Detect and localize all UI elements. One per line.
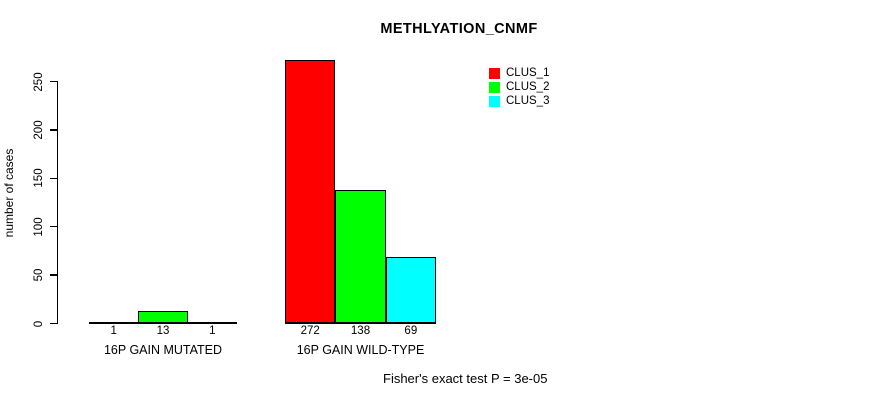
- bar-clus_2-group2: [335, 189, 386, 324]
- bar-value-label: 13: [156, 325, 170, 337]
- bar-value-label: 69: [404, 325, 418, 337]
- bar-clus_1-group2: [285, 60, 336, 324]
- legend-item-clus_3: CLUS_3: [489, 94, 549, 108]
- bar-value-label: 1: [110, 325, 117, 337]
- y-axis-tick-label: 150: [33, 168, 45, 188]
- chart-title: METHLYATION_CNMF: [380, 21, 538, 37]
- legend-item-clus_2: CLUS_2: [489, 80, 549, 94]
- bar-clus_1-group1: [89, 321, 139, 324]
- bar-value-label: 138: [350, 325, 371, 337]
- legend: CLUS_1 CLUS_2 CLUS_3: [489, 66, 549, 108]
- y-axis-tick: [50, 177, 58, 180]
- y-axis-tick: [50, 129, 58, 131]
- legend-swatch-clus_1: [489, 67, 500, 79]
- legend-item-clus_1: CLUS_1: [489, 66, 549, 80]
- x-axis-category-label: 16P GAIN WILD-TYPE: [296, 343, 425, 357]
- y-axis-tick: [50, 322, 58, 325]
- y-axis-tick: [50, 274, 58, 276]
- y-axis-line: [56, 81, 58, 324]
- y-axis-tick-label: 0: [33, 320, 45, 327]
- legend-swatch-clus_3: [489, 95, 500, 107]
- y-axis-tick-label: 100: [33, 217, 45, 237]
- y-axis-tick-label: 200: [33, 120, 45, 140]
- legend-label: CLUS_1: [506, 67, 550, 79]
- bar-clus_3-group2: [385, 256, 436, 324]
- bar-clus_3-group1: [187, 321, 237, 324]
- y-axis-tick-label: 50: [33, 268, 45, 282]
- y-axis-tick: [50, 80, 58, 83]
- bar-value-label: 1: [209, 325, 216, 337]
- bar-value-label: 272: [300, 325, 320, 337]
- fisher-test-annotation: Fisher's exact test P = 3e-05: [383, 371, 548, 386]
- bar-clus_2-group1: [138, 310, 188, 324]
- legend-label: CLUS_3: [506, 95, 550, 107]
- legend-label: CLUS_2: [506, 81, 550, 93]
- x-axis-category-label: 16P GAIN MUTATED: [103, 343, 223, 357]
- legend-swatch-clus_2: [489, 81, 500, 93]
- y-axis-tick: [50, 225, 58, 228]
- y-axis-tick-label: 250: [33, 71, 45, 92]
